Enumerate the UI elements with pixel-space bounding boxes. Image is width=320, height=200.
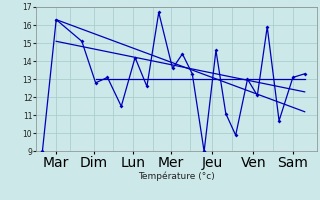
X-axis label: Température (°c): Température (°c) xyxy=(138,171,215,181)
